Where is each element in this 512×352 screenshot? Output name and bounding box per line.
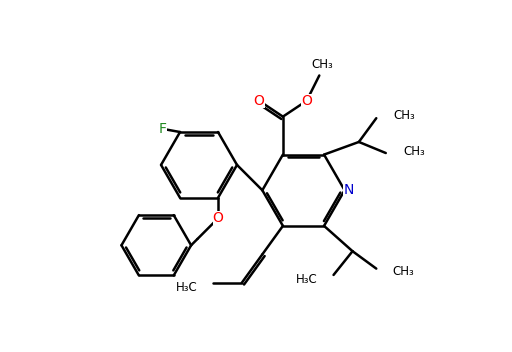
Text: CH₃: CH₃ [403, 145, 425, 158]
Text: N: N [343, 183, 354, 197]
Text: H₃C: H₃C [296, 273, 318, 286]
Text: CH₃: CH₃ [312, 58, 333, 71]
Text: O: O [254, 94, 265, 108]
Text: CH₃: CH₃ [394, 108, 415, 121]
Text: F: F [159, 122, 166, 136]
Text: CH₃: CH₃ [392, 265, 414, 278]
Text: O: O [301, 94, 312, 108]
Text: H₃C: H₃C [176, 281, 198, 294]
Text: O: O [212, 212, 223, 225]
